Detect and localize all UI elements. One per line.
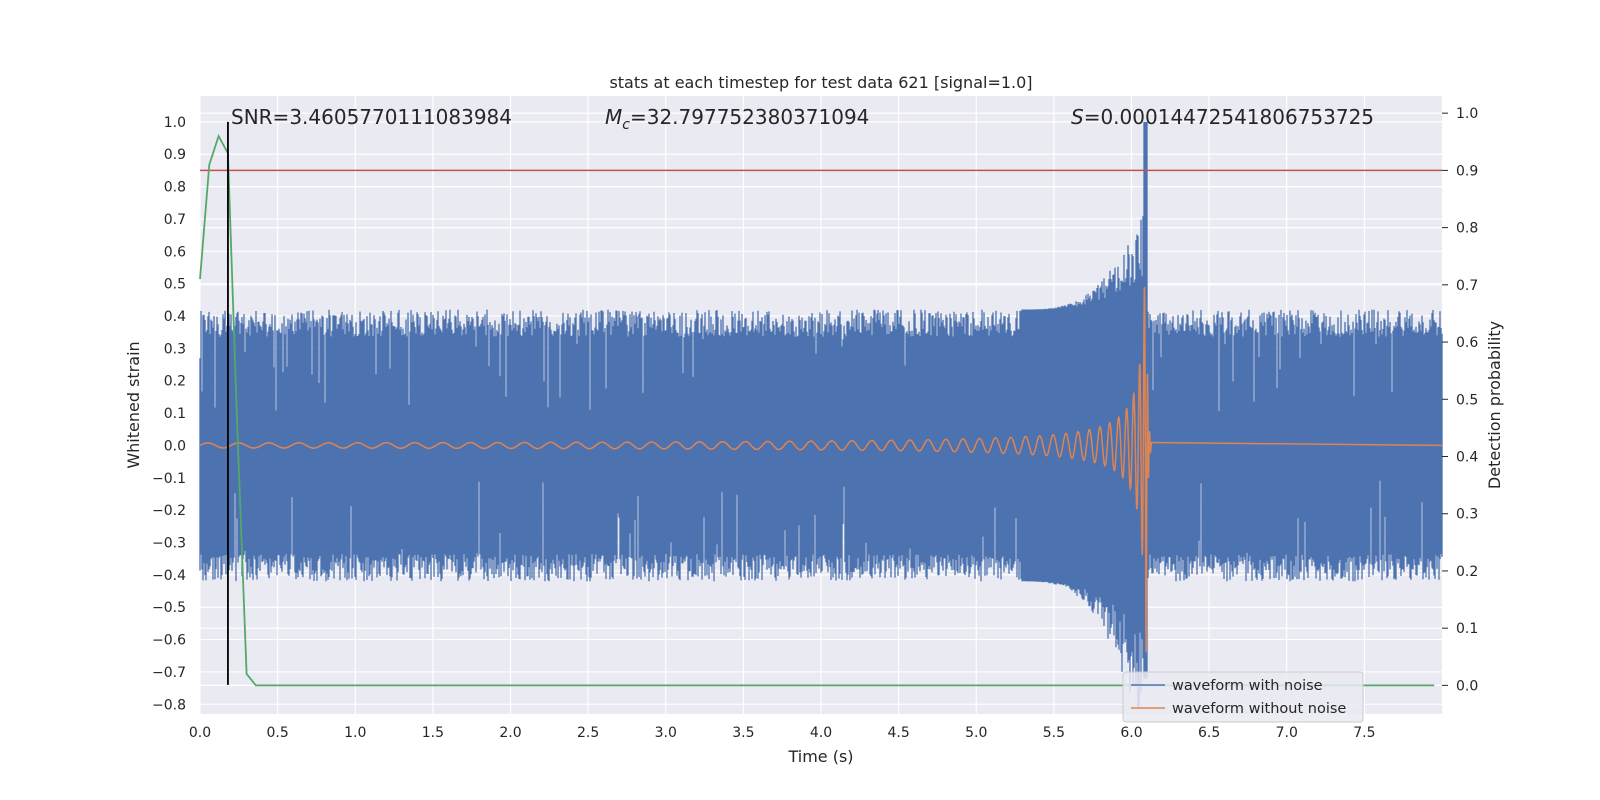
- y-tick-label: −0.4: [152, 568, 186, 584]
- s-annotation: S=0.00014472541806753725: [1071, 105, 1374, 129]
- x-tick-label: 6.5: [1198, 725, 1220, 741]
- y-tick-label: 0.9: [164, 147, 186, 163]
- y-ticks: −0.8 −0.7 −0.6 −0.5 −0.4 −0.3 −0.2 −0.1 0.0 0.1 0.…: [152, 115, 186, 713]
- y2-ticks: 0.0 0.1 0.2 0.3 0.4 0.5 0.6 0.7 0.8 0.9 1.0: [1442, 106, 1478, 694]
- x-tick-label: 6.0: [1120, 725, 1142, 741]
- y-tick-label: −0.5: [152, 600, 186, 616]
- legend: waveform with noise waveform without noi…: [1122, 671, 1364, 723]
- y2-tick-label: 0.2: [1456, 564, 1478, 580]
- chirp-mass-subscript: c: [622, 117, 630, 133]
- x-tick-label: 7.0: [1276, 725, 1298, 741]
- y-tick-label: −0.2: [152, 503, 186, 519]
- y2-tick-label: 0.1: [1456, 621, 1478, 637]
- y-tick-label: −0.6: [152, 633, 186, 649]
- x-tick-label: 1.0: [344, 725, 366, 741]
- snr-annotation: SNR=3.4605770111083984: [231, 105, 512, 129]
- x-tick-label: 1.5: [422, 725, 444, 741]
- y-tick-label: −0.7: [152, 665, 186, 681]
- y-tick-label: 0.7: [164, 212, 186, 228]
- y2-tick-label: 0.8: [1456, 221, 1478, 237]
- series-waveform-without-noise: [199, 286, 1443, 653]
- legend-label-noise: waveform with noise: [1172, 678, 1323, 694]
- s-symbol: S: [1071, 105, 1084, 129]
- y2-tick-label: 0.9: [1456, 163, 1478, 179]
- y2-tick-label: 0.7: [1456, 278, 1478, 294]
- snr-value: 3.4605770111083984: [289, 105, 512, 129]
- y-tick-label: 0.2: [164, 374, 186, 390]
- y-tick-label: 0.8: [164, 180, 186, 196]
- chirp-mass-symbol: M: [605, 105, 622, 129]
- y-tick-label: −0.3: [152, 536, 186, 552]
- x-tick-label: 0.0: [189, 725, 211, 741]
- x-tick-label: 2.0: [499, 725, 521, 741]
- x-axis-label: Time (s): [787, 747, 853, 766]
- x-tick-label: 5.5: [1043, 725, 1065, 741]
- y-tick-label: 1.0: [164, 115, 186, 131]
- y-tick-label: −0.8: [152, 697, 186, 713]
- y2-tick-label: 0.0: [1456, 678, 1478, 694]
- snr-label: SNR=: [231, 105, 289, 129]
- y-tick-label: −0.1: [152, 471, 186, 487]
- detection-probability-line: [199, 133, 1435, 687]
- chirp-mass-value: =32.797752380371094: [630, 105, 869, 129]
- y-tick-label: 0.6: [164, 244, 186, 260]
- y2-tick-label: 0.3: [1456, 507, 1478, 523]
- x-tick-label: 2.5: [577, 725, 599, 741]
- y-tick-label: 0.4: [164, 309, 186, 325]
- x-ticks: 0.0 0.5 1.0 1.5 2.0 2.5 3.0 3.5 4.0 4.5 5.0 5.5 6.0 6…: [189, 725, 1376, 741]
- x-tick-label: 5.0: [965, 725, 987, 741]
- y-tick-label: 0.3: [164, 341, 186, 357]
- s-value: =0.00014472541806753725: [1084, 105, 1374, 129]
- x-tick-label: 4.5: [887, 725, 909, 741]
- legend-label-clean: waveform without noise: [1172, 701, 1346, 717]
- y2-tick-label: 1.0: [1456, 106, 1478, 122]
- y-tick-label: 0.0: [164, 438, 186, 454]
- x-tick-label: 3.0: [655, 725, 677, 741]
- x-tick-label: 0.5: [266, 725, 288, 741]
- legend-box: [1122, 671, 1364, 723]
- x-tick-label: 7.5: [1353, 725, 1375, 741]
- y2-tick-label: 0.5: [1456, 392, 1478, 408]
- y-axis-label: Whitened strain: [124, 341, 143, 468]
- y2-tick-label: 0.6: [1456, 335, 1478, 351]
- series-area: [199, 121, 1443, 709]
- y-tick-label: 0.5: [164, 277, 186, 293]
- y2-tick-label: 0.4: [1456, 450, 1478, 466]
- chirp-mass-annotation: Mc=32.797752380371094: [605, 105, 869, 133]
- x-tick-label: 4.0: [810, 725, 832, 741]
- chart-title: stats at each timestep for test data 621…: [609, 73, 1032, 92]
- y-tick-label: 0.1: [164, 406, 186, 422]
- x-tick-label: 3.5: [732, 725, 754, 741]
- y2-axis-label: Detection probability: [1485, 321, 1504, 489]
